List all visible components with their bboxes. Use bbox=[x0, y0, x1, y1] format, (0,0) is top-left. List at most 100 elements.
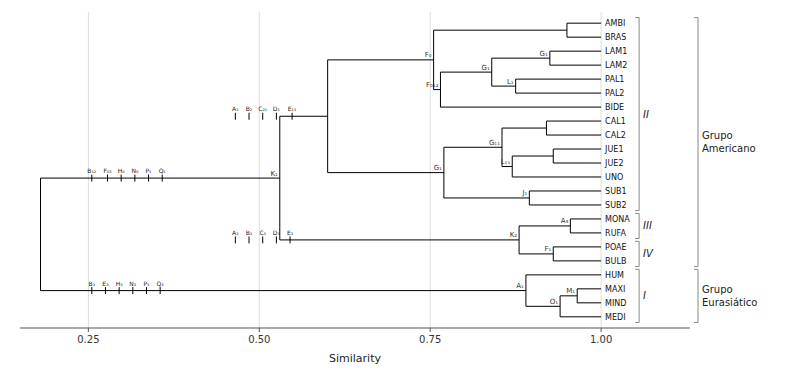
branch bbox=[434, 89, 441, 90]
character-tick bbox=[148, 175, 149, 182]
node-label: G₁ bbox=[434, 164, 442, 172]
group-label: III bbox=[643, 220, 652, 231]
branch bbox=[440, 72, 491, 73]
node-label: A₁ bbox=[516, 282, 524, 290]
branch bbox=[570, 218, 601, 219]
character-label: D₃ bbox=[273, 229, 281, 236]
character-label: E₃ bbox=[287, 229, 294, 236]
taxon-label: LAM1 bbox=[605, 47, 627, 56]
taxon-label: MAXI bbox=[605, 285, 625, 294]
taxon-label: AMBI bbox=[605, 19, 625, 28]
node-label: L₁ bbox=[507, 78, 514, 86]
character-tick bbox=[276, 236, 277, 243]
character-tick bbox=[290, 236, 291, 243]
group-label-line: I bbox=[643, 290, 646, 301]
taxon-label: BIDE bbox=[605, 103, 624, 112]
taxon-label: PAL1 bbox=[605, 75, 624, 84]
character-tick bbox=[162, 175, 163, 182]
branch bbox=[550, 65, 601, 66]
branch bbox=[502, 128, 546, 129]
group-label-line: Eurasiático bbox=[702, 297, 757, 308]
character-label: B₂ bbox=[246, 105, 253, 112]
node-label: K₂ bbox=[510, 231, 518, 239]
branch bbox=[553, 260, 601, 261]
branch bbox=[502, 166, 512, 167]
character-label: P₃ bbox=[143, 280, 150, 287]
character-tick bbox=[292, 113, 293, 120]
axis-line bbox=[20, 328, 690, 329]
chart: 0.250.500.751.00SimilarityA₁B₂C₂₁D₁E₁₁A₃… bbox=[0, 0, 792, 380]
branch bbox=[516, 93, 601, 94]
branch bbox=[553, 163, 601, 164]
tick-label: 0.75 bbox=[419, 334, 441, 345]
character-label: E₃ bbox=[102, 280, 109, 287]
branch bbox=[512, 156, 553, 157]
branch bbox=[577, 302, 601, 303]
branch bbox=[492, 58, 550, 59]
character-marks: A₁B₂C₂₁D₁E₁₁A₃B₃C₃D₃E₃B₁₂F₀₃H₀N₀P₁Q₁B₃E₃… bbox=[87, 105, 297, 294]
character-tick bbox=[121, 175, 122, 182]
bracket bbox=[635, 241, 639, 266]
node-label: F₁ bbox=[544, 245, 551, 253]
character-tick bbox=[160, 287, 161, 294]
taxon-label: HUM bbox=[605, 271, 624, 280]
group-label-line: II bbox=[643, 109, 649, 120]
tick bbox=[88, 328, 89, 332]
character-tick bbox=[132, 287, 133, 294]
node-label: G₁₁ bbox=[489, 139, 500, 147]
branch bbox=[512, 176, 601, 177]
branch bbox=[280, 239, 519, 240]
taxon-label: UNO bbox=[605, 173, 623, 182]
bracket bbox=[694, 269, 698, 322]
character-tick bbox=[262, 113, 263, 120]
character-tick bbox=[235, 236, 236, 243]
character-label: N₃ bbox=[129, 280, 136, 287]
tree bbox=[41, 23, 602, 317]
character-tick bbox=[262, 236, 263, 243]
branch bbox=[41, 178, 280, 179]
character-tick bbox=[146, 287, 147, 294]
character-tick bbox=[249, 236, 250, 243]
character-label: B₁₂ bbox=[87, 167, 97, 174]
group-brackets: IIIIIIVIGrupoAmericanoGrupoEurasiático bbox=[635, 18, 757, 323]
branch bbox=[567, 37, 601, 38]
character-label: N₀ bbox=[131, 167, 138, 174]
character-label: Q₃ bbox=[157, 280, 165, 287]
character-label: P₁ bbox=[146, 167, 153, 174]
group-label-line: IV bbox=[643, 248, 654, 259]
character-label: H₃ bbox=[116, 280, 124, 287]
node-label: O₁ bbox=[550, 298, 559, 306]
character-label: F₀₃ bbox=[103, 167, 112, 174]
tick bbox=[259, 328, 260, 332]
grid-line bbox=[259, 12, 260, 328]
character-tick bbox=[107, 175, 108, 182]
tick-label: 0.50 bbox=[248, 334, 270, 345]
tick-label: 0.25 bbox=[77, 334, 99, 345]
group-label: II bbox=[643, 109, 649, 120]
character-tick bbox=[91, 175, 92, 182]
group-label-line: Grupo bbox=[702, 130, 733, 141]
character-label: B₃ bbox=[246, 229, 253, 236]
character-tick bbox=[134, 175, 135, 182]
group-label: IV bbox=[643, 248, 654, 259]
branch bbox=[526, 306, 560, 307]
node-label: F₀₁₂ bbox=[426, 81, 439, 89]
taxon-label: RUFA bbox=[605, 229, 626, 238]
taxon-label: MEDI bbox=[605, 313, 625, 322]
character-label: A₃ bbox=[232, 229, 239, 236]
character-label: H₀ bbox=[118, 167, 126, 174]
character-label: A₁ bbox=[232, 105, 239, 112]
branch bbox=[492, 86, 516, 87]
character-tick bbox=[276, 113, 277, 120]
branch bbox=[328, 59, 434, 60]
branch bbox=[41, 290, 526, 291]
group-label-line: III bbox=[643, 220, 652, 231]
taxon-label: PAL2 bbox=[605, 89, 624, 98]
character-label: C₂₁ bbox=[258, 105, 268, 112]
taxon-labels: AMBIBRASLAM1LAM2PAL1PAL2BIDECAL1CAL2JUE1… bbox=[604, 19, 630, 322]
branch bbox=[444, 197, 529, 198]
character-label: E₁₁ bbox=[288, 105, 297, 112]
bracket bbox=[635, 269, 639, 322]
character-label: C₃ bbox=[259, 229, 266, 236]
character-tick bbox=[119, 287, 120, 294]
